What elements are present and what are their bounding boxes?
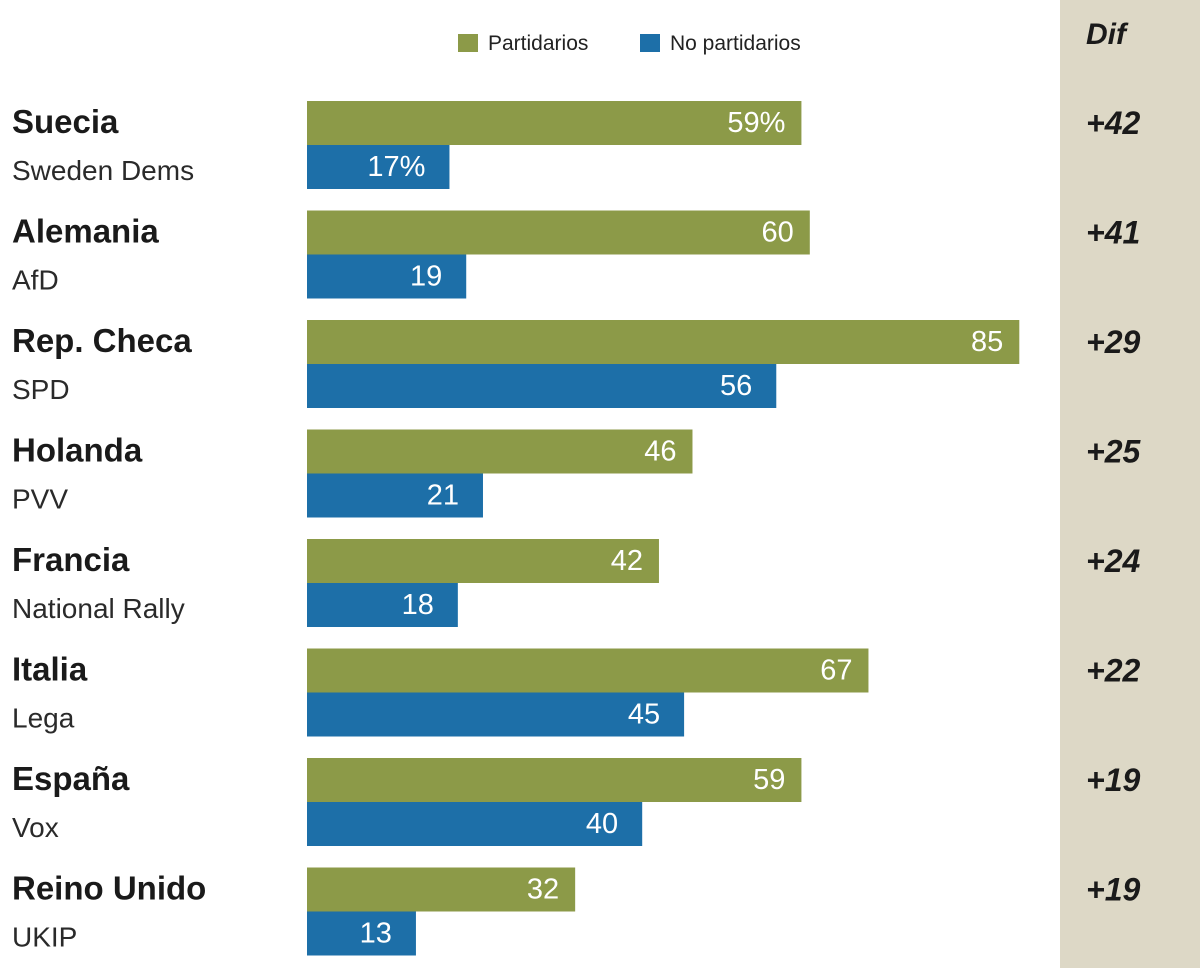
bar-partidarios-sweden-dems (307, 101, 802, 145)
dif-header: Dif (1086, 18, 1129, 51)
legend-swatch-partidarios (458, 34, 478, 52)
bar-no-partidarios-national-rally (307, 583, 458, 627)
legend-label-partidarios: Partidarios (488, 32, 588, 55)
bar-partidarios-ukip (307, 867, 576, 912)
data-label-partidarios-ukip: 32 (527, 874, 559, 906)
dif-value-afd: +41 (1086, 215, 1140, 251)
bar-no-partidarios-spd (307, 364, 777, 408)
country-label-national-rally: Francia (12, 541, 130, 578)
dif-value-vox: +19 (1086, 762, 1140, 798)
country-label-pvv: Holanda (12, 432, 143, 469)
bar-partidarios-national-rally (307, 539, 659, 583)
bar-partidarios-pvv (307, 429, 693, 474)
dif-value-sweden-dems: +42 (1086, 105, 1140, 141)
data-label-partidarios-afd: 60 (762, 217, 794, 249)
data-label-no-partidarios-ukip: 13 (360, 918, 392, 950)
party-label-sweden-dems: Sweden Dems (12, 155, 194, 186)
bar-partidarios-spd (307, 320, 1020, 364)
data-label-no-partidarios-national-rally: 18 (402, 589, 434, 621)
party-label-spd: SPD (12, 374, 70, 405)
country-label-ukip: Reino Unido (12, 870, 206, 907)
data-label-no-partidarios-pvv: 21 (427, 480, 459, 512)
data-label-partidarios-sweden-dems: 59% (727, 107, 785, 139)
dif-value-national-rally: +24 (1086, 543, 1140, 579)
dif-panel (1060, 0, 1200, 968)
data-label-no-partidarios-lega: 45 (628, 699, 660, 731)
data-label-partidarios-pvv: 46 (644, 436, 676, 468)
data-label-no-partidarios-spd: 56 (720, 370, 752, 402)
bar-no-partidarios-afd (307, 254, 467, 299)
country-label-sweden-dems: Suecia (12, 103, 119, 140)
bar-no-partidarios-pvv (307, 473, 483, 518)
legend-swatch-no-partidarios (640, 34, 660, 52)
dif-value-pvv: +25 (1086, 434, 1141, 470)
bar-no-partidarios-vox (307, 802, 643, 846)
data-label-partidarios-lega: 67 (820, 655, 852, 687)
data-label-no-partidarios-afd: 19 (410, 261, 442, 293)
party-label-ukip: UKIP (12, 922, 77, 953)
legend: Partidarios No partidarios (458, 32, 801, 55)
bar-partidarios-vox (307, 758, 802, 802)
bar-partidarios-lega (307, 648, 869, 693)
data-label-partidarios-vox: 59 (753, 764, 785, 796)
data-label-partidarios-spd: 85 (971, 326, 1003, 358)
party-label-national-rally: National Rally (12, 593, 185, 624)
bar-groups: 59% 17% Suecia Sweden Dems +42 60 19 Alemania Af… (12, 101, 1141, 956)
bar-no-partidarios-sweden-dems (307, 145, 450, 189)
country-label-afd: Alemania (12, 213, 159, 250)
data-label-partidarios-national-rally: 42 (611, 545, 643, 577)
country-label-lega: Italia (12, 651, 88, 688)
data-label-no-partidarios-sweden-dems: 17% (367, 151, 425, 183)
legend-label-no-partidarios: No partidarios (670, 32, 801, 55)
bar-no-partidarios-lega (307, 692, 685, 737)
dif-value-spd: +29 (1086, 324, 1140, 360)
dif-value-ukip: +19 (1086, 872, 1140, 908)
party-label-afd: AfD (12, 265, 59, 296)
bar-partidarios-afd (307, 210, 810, 255)
party-label-pvv: PVV (12, 484, 68, 515)
party-label-vox: Vox (12, 812, 59, 843)
party-label-lega: Lega (12, 703, 75, 734)
country-label-vox: España (12, 760, 130, 797)
dif-value-lega: +22 (1086, 653, 1140, 689)
data-label-no-partidarios-vox: 40 (586, 808, 618, 840)
bar-no-partidarios-ukip (307, 911, 416, 956)
country-label-spd: Rep. Checa (12, 322, 192, 359)
